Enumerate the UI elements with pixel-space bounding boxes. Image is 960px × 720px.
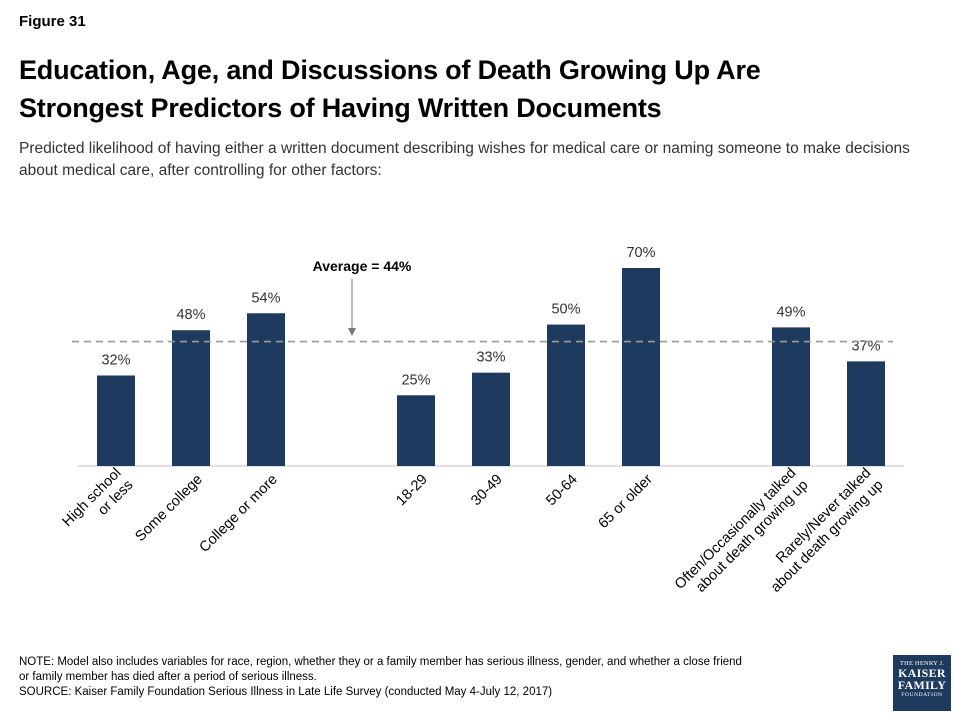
logo-line-1: THE HENRY J. bbox=[899, 660, 945, 667]
category-label-line: Some college bbox=[132, 472, 205, 545]
data-label-0: 32% bbox=[101, 352, 130, 368]
data-label-7: 49% bbox=[776, 304, 805, 320]
bar-2 bbox=[247, 313, 285, 466]
logo-line-4: FOUNDATION bbox=[901, 692, 943, 698]
category-label-line: 18-29 bbox=[393, 472, 431, 510]
data-label-3: 25% bbox=[401, 372, 430, 388]
bar-8 bbox=[847, 361, 885, 466]
category-label-6: 65 or older bbox=[595, 471, 655, 531]
footnote: NOTE: Model also includes variables for … bbox=[19, 655, 879, 700]
category-label-2: College or more bbox=[197, 472, 281, 556]
data-label-4: 33% bbox=[476, 350, 505, 366]
bar-chart: 32% High schoolor less 48% Some college 54% C… bbox=[60, 245, 904, 596]
average-arrow-head bbox=[348, 328, 356, 336]
data-label-2: 54% bbox=[251, 290, 280, 306]
bar-4 bbox=[472, 372, 510, 466]
logo-line-3: FAMILY bbox=[897, 678, 947, 692]
bar-1 bbox=[172, 330, 210, 466]
category-label-line: 65 or older bbox=[595, 471, 655, 531]
chart-subtitle: Predicted likelihood of having either a … bbox=[19, 140, 910, 179]
source-line: SOURCE: Kaiser Family Foundation Serious… bbox=[19, 686, 553, 698]
bar-0 bbox=[97, 375, 135, 466]
chart-title: Education, Age, and Discussions of Death… bbox=[19, 51, 919, 127]
logo-line-2: KAISER bbox=[898, 666, 946, 680]
category-label-line: 30-49 bbox=[468, 472, 506, 510]
category-label-4: 30-49 bbox=[468, 472, 506, 510]
note-line-2: or family member has died after a period… bbox=[19, 671, 317, 683]
bar-3 bbox=[397, 395, 435, 466]
note-line-1: NOTE: Model also includes variables for … bbox=[19, 656, 742, 668]
bar-6 bbox=[622, 268, 660, 466]
kff-logo: THE HENRY J. KAISER FAMILY FOUNDATION bbox=[893, 655, 951, 711]
data-label-6: 70% bbox=[626, 245, 655, 261]
data-label-5: 50% bbox=[551, 302, 580, 318]
figure-label: Figure 31 bbox=[19, 13, 86, 30]
category-label-0: High schoolor less bbox=[60, 465, 137, 542]
bar-7 bbox=[772, 327, 810, 466]
bar-5 bbox=[547, 324, 585, 466]
category-label-1: Some college bbox=[132, 472, 205, 545]
data-label-1: 48% bbox=[176, 307, 205, 323]
category-label-5: 50-64 bbox=[543, 472, 581, 510]
category-label-line: 50-64 bbox=[543, 472, 581, 510]
average-label: Average = 44% bbox=[313, 258, 412, 274]
chart-title-line-2: Strongest Predictors of Having Written D… bbox=[19, 93, 662, 123]
category-label-3: 18-29 bbox=[393, 472, 431, 510]
chart-title-line-1: Education, Age, and Discussions of Death… bbox=[19, 55, 761, 85]
category-label-line: College or more bbox=[197, 472, 281, 556]
data-label-8: 37% bbox=[851, 338, 880, 354]
